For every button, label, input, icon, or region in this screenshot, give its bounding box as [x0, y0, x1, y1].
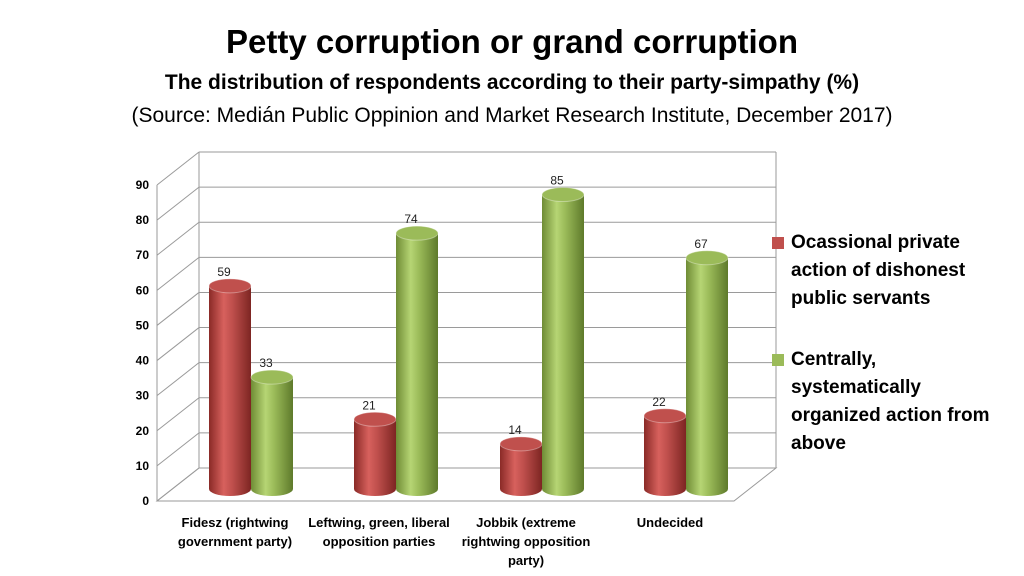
gridline-side [156, 256, 200, 291]
bar-top [395, 225, 439, 241]
gridline-side [156, 397, 200, 432]
data-label: 59 [217, 265, 231, 279]
legend-swatch-red [772, 237, 784, 249]
category-label-jobbik: Jobbik (extreme rightwing opposition par… [461, 515, 591, 568]
bar-body [209, 285, 251, 496]
data-label: 74 [404, 212, 418, 226]
legend-swatch-green [772, 354, 784, 366]
data-label: 14 [508, 423, 522, 437]
bar-body [396, 233, 438, 496]
data-label: 33 [259, 356, 273, 370]
data-label: 85 [550, 174, 564, 188]
chart-bars [208, 187, 729, 497]
bar-body [354, 419, 396, 496]
bar-top [353, 411, 397, 427]
bar-top [541, 187, 585, 203]
bar-top [499, 436, 543, 452]
y-tick-label: 30 [136, 389, 150, 403]
y-tick-label: 40 [136, 354, 150, 368]
y-tick-label: 80 [136, 213, 150, 227]
data-label: 21 [362, 398, 376, 412]
bar-top [250, 369, 294, 385]
y-tick-label: 90 [136, 178, 150, 192]
chart-floor [155, 467, 778, 502]
y-tick-label: 10 [136, 459, 150, 473]
y-tick-label: 0 [142, 494, 149, 508]
y-tick-label: 50 [136, 318, 150, 332]
bar-body [686, 257, 728, 496]
bar-body [500, 443, 542, 496]
data-label: 67 [694, 237, 708, 251]
chart-subtitle: The distribution of respondents accordin… [164, 71, 860, 94]
bar-grand [250, 369, 294, 496]
chart-labels: 0 10 20 30 40 50 60 70 80 90 59 33 21 74 14 85 22 67 [136, 174, 708, 508]
bar-grand [541, 187, 585, 497]
bar-body [644, 415, 686, 496]
bar-top [685, 250, 729, 266]
chart-source: (Source: Medián Public Oppinion and Mark… [131, 104, 893, 127]
bar-body [251, 377, 293, 496]
gridline-side [156, 221, 200, 256]
chart-title: Petty corruption or grand corruption [225, 23, 798, 60]
bar-top [643, 408, 687, 424]
gridline-side [156, 362, 200, 397]
gridline-side [156, 327, 200, 361]
bar-petty [499, 436, 543, 496]
legend-label-petty: Ocassional private action of dishonest p… [791, 232, 966, 309]
bar-body [542, 194, 584, 497]
y-tick-label: 60 [136, 283, 150, 297]
category-label-fidesz: Fidesz (rightwing government party) [177, 515, 293, 549]
bar-grand [685, 250, 729, 496]
y-tick-label: 70 [136, 248, 150, 262]
y-tick-label: 20 [136, 424, 150, 438]
gridline-side [156, 151, 200, 186]
legend-label-grand: Centrally, systematically organized acti… [791, 349, 990, 454]
gridline-side [156, 292, 200, 326]
category-label-undecided: Undecided [636, 515, 704, 530]
bar-top [208, 278, 252, 294]
bar-petty [208, 278, 252, 496]
data-label: 22 [652, 395, 666, 409]
category-label-leftwing: Leftwing, green, liberal opposition part… [308, 515, 450, 549]
bar-grand [395, 225, 439, 496]
gridline-side [156, 432, 200, 467]
bar-petty [353, 411, 397, 496]
bar-petty [643, 408, 687, 496]
gridline-side [156, 186, 200, 221]
